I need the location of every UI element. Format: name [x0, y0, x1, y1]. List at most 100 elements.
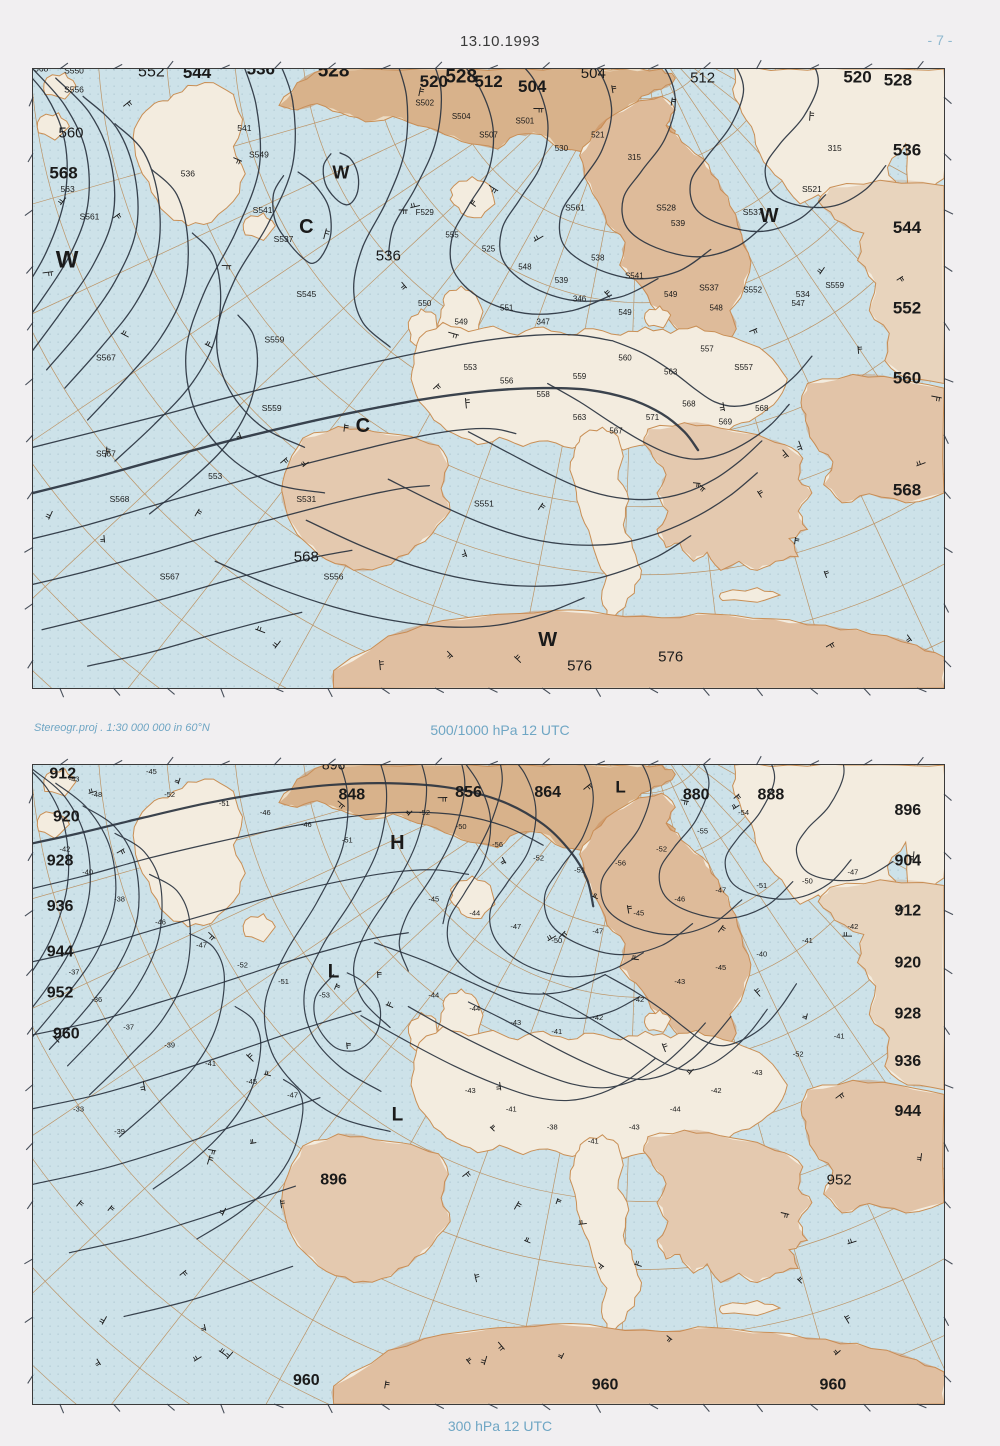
svg-text:553: 553 [208, 471, 222, 481]
svg-text:-41: -41 [205, 1059, 216, 1068]
svg-text:-54: -54 [738, 808, 749, 817]
svg-text:S549: S549 [249, 149, 269, 159]
svg-text:-43: -43 [752, 1068, 763, 1077]
svg-text:-37: -37 [69, 968, 80, 977]
svg-text:528: 528 [445, 67, 477, 88]
svg-text:556: 556 [500, 377, 514, 386]
svg-text:568: 568 [755, 404, 769, 413]
svg-text:S537: S537 [274, 234, 294, 244]
svg-text:928: 928 [894, 1005, 921, 1022]
svg-text:936: 936 [47, 898, 74, 915]
svg-text:S559: S559 [825, 281, 844, 290]
svg-text:-51: -51 [219, 799, 230, 808]
svg-text:-50: -50 [802, 877, 813, 886]
svg-text:549: 549 [618, 308, 632, 317]
svg-text:W: W [538, 629, 557, 651]
svg-text:-33: -33 [73, 1104, 84, 1113]
svg-text:549: 549 [664, 290, 678, 299]
svg-text:563: 563 [61, 184, 75, 194]
svg-text:-46: -46 [260, 808, 271, 817]
svg-text:-44: -44 [469, 1004, 480, 1013]
svg-text:S502: S502 [415, 99, 434, 108]
svg-text:L: L [328, 961, 340, 982]
svg-text:-51: -51 [574, 866, 585, 875]
svg-text:S561: S561 [80, 211, 100, 221]
svg-text:576: 576 [658, 649, 683, 666]
svg-text:568: 568 [34, 64, 48, 74]
svg-text:530: 530 [555, 144, 569, 153]
svg-text:-42: -42 [592, 1013, 603, 1022]
svg-text:567: 567 [609, 427, 623, 436]
svg-text:-47: -47 [287, 1091, 298, 1100]
svg-text:-43: -43 [510, 1018, 521, 1027]
svg-text:560: 560 [59, 124, 84, 141]
svg-text:-42: -42 [633, 995, 644, 1004]
svg-text:552: 552 [138, 63, 165, 80]
svg-text:952: 952 [827, 1171, 852, 1188]
svg-text:-45: -45 [146, 767, 157, 776]
svg-text:928: 928 [47, 852, 74, 869]
svg-text:557: 557 [700, 345, 714, 354]
svg-text:553: 553 [464, 363, 478, 372]
svg-text:-45: -45 [715, 963, 726, 972]
svg-text:539: 539 [555, 276, 569, 285]
svg-text:880: 880 [885, 745, 912, 762]
svg-text:896: 896 [894, 802, 921, 819]
svg-text:560: 560 [893, 369, 921, 388]
svg-text:S556: S556 [324, 572, 344, 582]
svg-text:W: W [332, 162, 349, 182]
svg-text:-52: -52 [237, 960, 248, 969]
svg-text:536: 536 [893, 141, 921, 160]
svg-text:576: 576 [567, 658, 592, 675]
svg-text:528: 528 [884, 70, 912, 89]
svg-text:568: 568 [682, 399, 696, 408]
svg-text:346: 346 [573, 295, 587, 304]
svg-text:904: 904 [894, 852, 921, 869]
svg-text:-41: -41 [506, 1104, 517, 1113]
svg-text:-44: -44 [428, 990, 439, 999]
svg-text:W: W [56, 247, 79, 274]
svg-text:864: 864 [534, 784, 561, 801]
svg-text:548: 548 [710, 304, 724, 313]
svg-text:856: 856 [455, 784, 482, 801]
svg-text:548: 548 [518, 263, 532, 272]
svg-text:-42: -42 [711, 1086, 722, 1095]
svg-text:550: 550 [418, 299, 432, 308]
svg-text:904: 904 [384, 745, 411, 762]
svg-text:-52: -52 [533, 854, 544, 863]
svg-text:S541: S541 [253, 205, 273, 215]
svg-text:-39: -39 [164, 1041, 175, 1050]
svg-text:-37: -37 [123, 1022, 134, 1031]
svg-text:S551: S551 [474, 499, 494, 509]
svg-text:315: 315 [828, 143, 842, 153]
svg-text:896: 896 [322, 757, 346, 773]
svg-text:S561: S561 [565, 202, 585, 212]
svg-text:-43: -43 [69, 774, 80, 783]
svg-text:534: 534 [796, 289, 810, 299]
svg-text:904: 904 [698, 745, 725, 762]
svg-text:-45: -45 [246, 1077, 257, 1086]
svg-text:551: 551 [500, 304, 514, 313]
svg-text:888: 888 [758, 787, 785, 804]
svg-text:552: 552 [893, 298, 921, 317]
svg-text:538: 538 [591, 253, 605, 262]
svg-text:-46: -46 [674, 895, 685, 904]
svg-text:-47: -47 [715, 886, 726, 895]
svg-text:347: 347 [537, 317, 551, 326]
svg-text:S550: S550 [64, 66, 84, 76]
svg-text:S568: S568 [110, 494, 130, 504]
svg-text:-43: -43 [465, 1086, 476, 1095]
svg-text:-52: -52 [793, 1050, 804, 1059]
svg-text:S528: S528 [656, 202, 676, 212]
svg-text:-52: -52 [164, 790, 175, 799]
svg-text:-40: -40 [756, 949, 767, 958]
svg-text:-41: -41 [551, 1027, 562, 1036]
svg-text:568: 568 [294, 548, 319, 565]
svg-text:S559: S559 [264, 335, 284, 345]
svg-text:904: 904 [794, 745, 821, 762]
svg-text:S552: S552 [743, 285, 762, 294]
svg-text:-43: -43 [674, 977, 685, 986]
svg-text:-39: -39 [114, 1127, 125, 1136]
svg-text:536: 536 [376, 247, 401, 264]
svg-text:920: 920 [53, 809, 80, 826]
